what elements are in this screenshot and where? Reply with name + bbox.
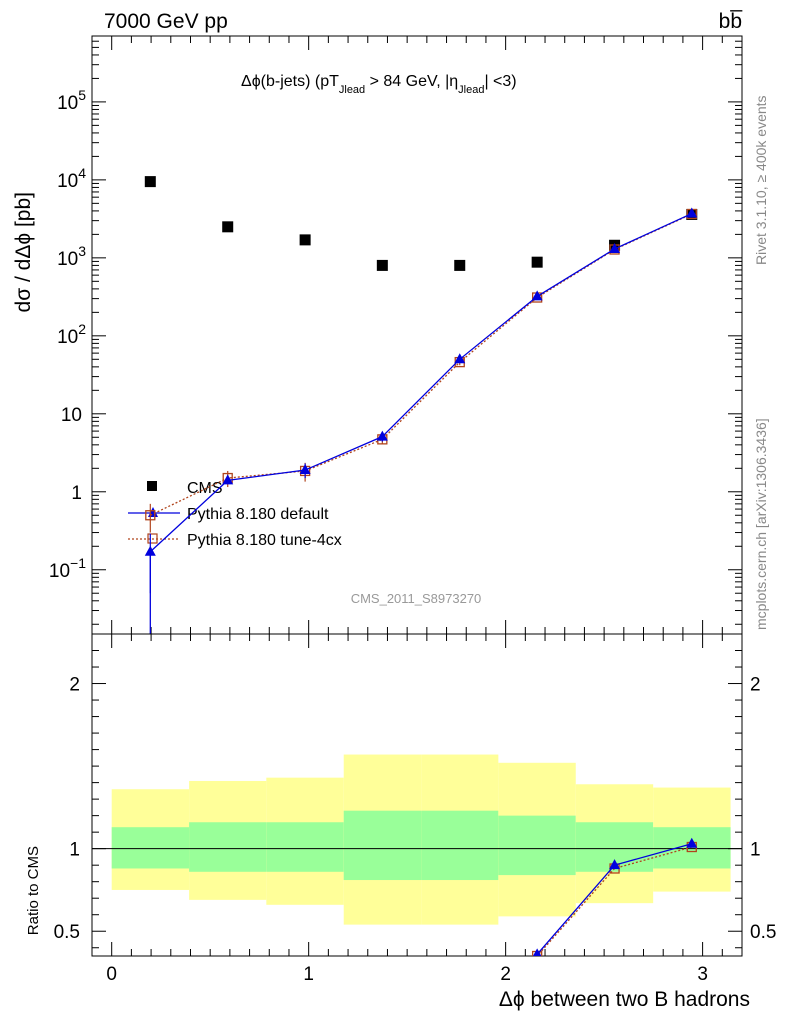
legend: CMS Pythia 8.180 default Pythia 8.180 tu… xyxy=(128,480,342,549)
pythia-default-point xyxy=(686,207,698,218)
legend-tune-marker xyxy=(147,533,158,544)
ratio-band-inner xyxy=(111,827,190,869)
legend-default-label: Pythia 8.180 default xyxy=(187,506,329,523)
ratio-series-group xyxy=(532,837,698,956)
x-tick-label: 2 xyxy=(500,964,511,985)
pythia-default-point xyxy=(222,474,234,485)
ratio-band-inner xyxy=(498,815,576,876)
pythia-default-ratio-point xyxy=(532,948,542,956)
y-tick-label: 103 xyxy=(57,243,86,270)
cms-point xyxy=(299,234,311,246)
analysis-label: CMS_2011_S8973270 xyxy=(351,591,482,606)
legend-tune-label: Pythia 8.180 tune-4cx xyxy=(187,532,342,549)
y-tick-label: 10−1 xyxy=(49,555,86,582)
tune-4cx-point xyxy=(145,510,156,521)
ratio-band-inner xyxy=(189,822,267,872)
x-tick-label: 0 xyxy=(106,964,117,985)
ratio-band-inner xyxy=(421,810,499,881)
ratio-y-tick-label-right: 0.5 xyxy=(750,922,776,943)
ratio-band-inner xyxy=(266,822,344,872)
x-axis-title: Δϕ between two B hadrons xyxy=(499,988,750,1011)
ratio-band-inner xyxy=(653,827,731,869)
pythia-default-line xyxy=(149,212,693,553)
y-tick-label: 105 xyxy=(57,87,86,114)
cms-point xyxy=(531,256,543,268)
pythia-default-point xyxy=(299,464,311,475)
legend-cms-marker xyxy=(147,481,157,491)
y-tick-label: 10 xyxy=(61,405,82,426)
ratio-y-tick-label: 1 xyxy=(69,840,80,861)
plot-title: Δϕ(b-jets) (pTJlead > 84 GeV, |ηJlead| <… xyxy=(241,73,517,96)
y-tick-label: 1 xyxy=(71,483,82,504)
cms-point xyxy=(222,221,234,233)
header-energy-label: 7000 GeV pp xyxy=(104,10,228,33)
pythia-default-point xyxy=(609,242,621,253)
pythia-default-point xyxy=(144,545,156,556)
y-tick-label: 102 xyxy=(57,321,86,348)
pythia-default-ratio-point xyxy=(686,837,698,848)
y-axis-title: dσ / dΔϕ [pb] xyxy=(12,192,35,312)
pythia-default-point xyxy=(376,430,388,441)
main-series-group xyxy=(144,176,698,634)
ratio-plot-layer: 0 1 2 3 0.5 0.5 1 1 2 2 xyxy=(54,633,776,985)
side-rivet-label: Rivet 3.1.10, ≥ 400k events xyxy=(753,95,769,265)
main-plot-layer: 10−1 1 10 102 103 104 105 xyxy=(49,35,743,635)
cms-point xyxy=(144,176,156,188)
ratio-y-tick-label: 2 xyxy=(69,675,80,696)
pythia-default-ratio-point xyxy=(609,859,621,870)
pythia-default-ratio-line xyxy=(533,843,692,956)
pythia-default-point xyxy=(531,290,543,301)
ratio-y-tick-label-right: 1 xyxy=(750,840,761,861)
cms-point xyxy=(454,259,466,271)
y-tick-label: 104 xyxy=(57,165,86,192)
pythia-default-point xyxy=(454,353,466,364)
x-tick-label: 3 xyxy=(697,964,708,985)
tune-4cx-line xyxy=(150,213,693,516)
side-mcplots-label: mcplots.cern.ch [arXiv:1306.3436] xyxy=(753,418,769,630)
ratio-band-inner xyxy=(343,810,422,881)
header-process-label: bb̅ xyxy=(719,10,744,33)
x-tick-label: 1 xyxy=(303,964,314,985)
cms-point xyxy=(376,259,388,271)
ratio-axis-title: Ratio to CMS xyxy=(25,846,42,935)
ratio-y-tick-label-right: 2 xyxy=(750,675,761,696)
ratio-y-tick-label: 0.5 xyxy=(54,922,80,943)
ratio-frame xyxy=(91,633,743,957)
legend-default-marker xyxy=(148,507,158,517)
